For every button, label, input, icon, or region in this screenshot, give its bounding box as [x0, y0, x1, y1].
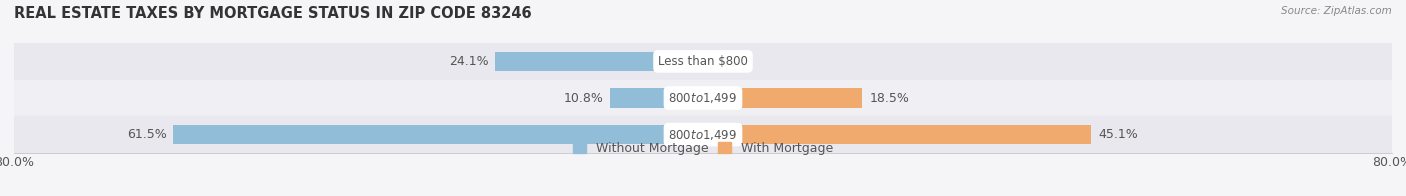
Bar	[14, 116, 1392, 153]
Bar	[703, 88, 862, 108]
Bar	[14, 80, 1392, 116]
Bar	[495, 52, 703, 71]
Bar	[14, 43, 1392, 80]
Text: Source: ZipAtlas.com: Source: ZipAtlas.com	[1281, 6, 1392, 16]
Text: $800 to $1,499: $800 to $1,499	[668, 91, 738, 105]
Text: Less than $800: Less than $800	[658, 55, 748, 68]
Text: 0.0%: 0.0%	[710, 55, 742, 68]
Bar	[703, 125, 1091, 144]
Text: 24.1%: 24.1%	[449, 55, 488, 68]
Text: 45.1%: 45.1%	[1098, 128, 1137, 141]
Text: REAL ESTATE TAXES BY MORTGAGE STATUS IN ZIP CODE 83246: REAL ESTATE TAXES BY MORTGAGE STATUS IN …	[14, 6, 531, 21]
Text: $800 to $1,499: $800 to $1,499	[668, 128, 738, 142]
Text: 18.5%: 18.5%	[869, 92, 910, 104]
Text: 61.5%: 61.5%	[127, 128, 166, 141]
Text: 10.8%: 10.8%	[564, 92, 603, 104]
Bar	[610, 88, 703, 108]
Legend: Without Mortgage, With Mortgage: Without Mortgage, With Mortgage	[568, 137, 838, 160]
Bar	[173, 125, 703, 144]
